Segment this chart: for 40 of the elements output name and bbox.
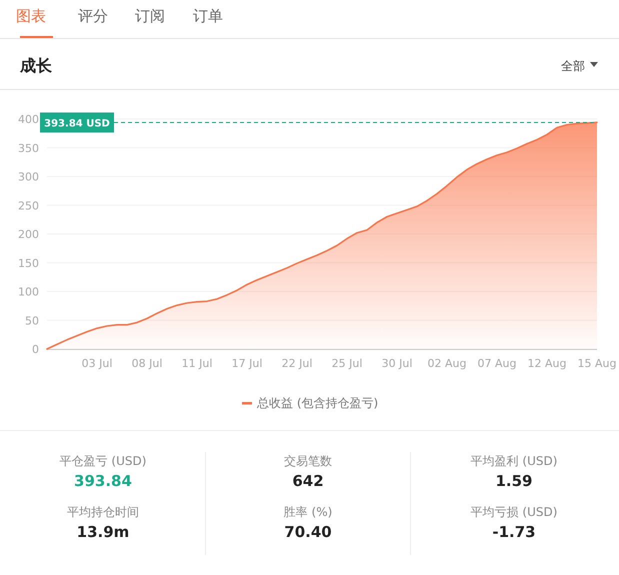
y-tick-label: 300 xyxy=(18,170,39,184)
x-tick-label: 25 Jul xyxy=(332,357,362,370)
x-tick-label: 11 Jul xyxy=(182,357,212,370)
text: 订阅 xyxy=(135,7,165,25)
text: 平均持仓时间 xyxy=(67,505,139,519)
y-tick-label: 200 xyxy=(18,228,39,241)
text: 全部 xyxy=(561,59,585,73)
text: 平仓盈亏 (USD) xyxy=(60,454,146,468)
y-tick-label: 400 xyxy=(18,113,39,126)
x-tick-label: 03 Jul xyxy=(82,357,112,370)
y-tick-label: 250 xyxy=(18,199,39,212)
x-tick-label: 17 Jul xyxy=(232,357,262,370)
x-tick-label: 30 Jul xyxy=(382,357,412,370)
x-tick-label: 15 Aug xyxy=(578,357,616,370)
text: 70.40 xyxy=(284,523,332,541)
y-tick-label: 350 xyxy=(18,142,39,155)
x-tick-label: 07 Aug xyxy=(478,357,516,370)
chart-title: 成长 xyxy=(19,56,53,75)
text: 393.84 xyxy=(74,472,132,490)
text: -1.73 xyxy=(492,523,536,541)
ref-line-label: 393.84 USD xyxy=(44,118,110,130)
text: 平均亏损 (USD) xyxy=(470,505,558,519)
legend-label: 总收益 (包含持仓盈亏) xyxy=(256,396,378,410)
text: 评分 xyxy=(78,7,108,25)
text: 642 xyxy=(292,472,324,490)
text: 平均盈利 (USD) xyxy=(470,454,558,468)
y-tick-label: 150 xyxy=(18,256,39,270)
x-tick-label: 02 Aug xyxy=(428,357,466,370)
x-tick-label: 08 Jul xyxy=(132,357,162,370)
x-tick-label: 12 Aug xyxy=(528,357,566,370)
text: 交易笔数 xyxy=(284,454,332,468)
y-tick-label: 50 xyxy=(25,314,39,328)
text: 订单 xyxy=(193,7,223,25)
text: 1.59 xyxy=(495,472,533,490)
text: 13.9m xyxy=(76,523,130,541)
y-tick-label: 100 xyxy=(18,286,39,298)
y-tick-label: 0 xyxy=(32,343,39,356)
text: 胜率 (%) xyxy=(284,505,332,519)
x-tick-label: 22 Jul xyxy=(282,357,312,370)
text: 图表 xyxy=(16,7,46,25)
